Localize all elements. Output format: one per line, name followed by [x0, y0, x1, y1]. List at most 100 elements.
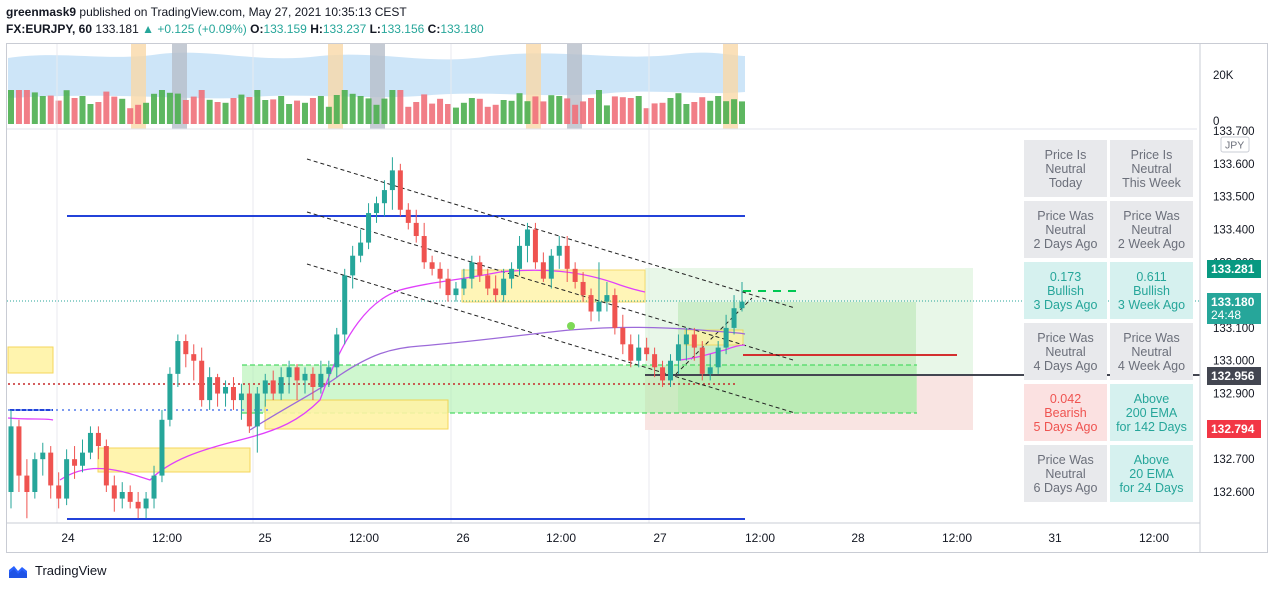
candle-body[interactable]: [215, 377, 221, 394]
candle-body[interactable]: [556, 245, 562, 256]
candle-body[interactable]: [366, 213, 372, 243]
candle-body[interactable]: [350, 255, 356, 276]
candle-body[interactable]: [167, 373, 173, 420]
candle-body[interactable]: [580, 281, 586, 296]
candle-body[interactable]: [40, 452, 46, 460]
candle-body[interactable]: [111, 485, 117, 499]
candle-body[interactable]: [548, 255, 554, 279]
candle-body[interactable]: [262, 380, 268, 394]
candle-body[interactable]: [230, 386, 236, 401]
candle-body[interactable]: [278, 377, 284, 394]
candle-body[interactable]: [48, 452, 54, 486]
candle-body[interactable]: [707, 367, 713, 374]
candle-body[interactable]: [532, 229, 538, 263]
candle-body[interactable]: [358, 242, 364, 256]
candle-body[interactable]: [207, 377, 213, 401]
candle-body[interactable]: [318, 373, 324, 387]
candle-body[interactable]: [636, 347, 642, 361]
candle-body[interactable]: [143, 498, 149, 509]
candle-body[interactable]: [564, 245, 570, 269]
candle-body[interactable]: [540, 262, 546, 279]
candle-body[interactable]: [453, 288, 459, 296]
candle-body[interactable]: [612, 295, 618, 328]
candle-body[interactable]: [699, 347, 705, 374]
candle-body[interactable]: [667, 360, 673, 381]
stats-cell-line: Price Is: [1130, 147, 1173, 162]
candle-body[interactable]: [175, 341, 181, 374]
candle-body[interactable]: [310, 373, 316, 387]
candle-body[interactable]: [397, 170, 403, 210]
candle-body[interactable]: [389, 170, 395, 191]
candle-body[interactable]: [191, 354, 197, 361]
candle-body[interactable]: [421, 236, 427, 263]
candle-body[interactable]: [183, 341, 189, 355]
candle-body[interactable]: [374, 203, 379, 214]
candle-body[interactable]: [199, 360, 205, 401]
candle-body[interactable]: [238, 393, 244, 401]
candle-body[interactable]: [620, 327, 626, 345]
volume-bar: [206, 99, 213, 124]
candle-body[interactable]: [723, 327, 729, 348]
candle-body[interactable]: [342, 275, 348, 335]
candle-body[interactable]: [302, 373, 308, 381]
candle-body[interactable]: [469, 262, 475, 279]
candle-body[interactable]: [64, 459, 70, 499]
candle-body[interactable]: [461, 278, 467, 289]
candle-body[interactable]: [652, 354, 658, 368]
candle-body[interactable]: [381, 190, 387, 204]
candle-body[interactable]: [286, 367, 292, 378]
candle-body[interactable]: [485, 275, 491, 289]
candle-body[interactable]: [493, 288, 499, 296]
descending-channel[interactable]: [306, 158, 796, 414]
candle-body[interactable]: [127, 492, 133, 502]
candle-body[interactable]: [437, 268, 443, 279]
candle-body[interactable]: [588, 295, 594, 312]
candle-body[interactable]: [294, 367, 300, 381]
candle-body[interactable]: [326, 367, 332, 374]
candle-body[interactable]: [16, 426, 22, 476]
candle-body[interactable]: [334, 334, 340, 368]
candle-body[interactable]: [405, 209, 411, 223]
candle-body[interactable]: [691, 334, 697, 348]
author-name[interactable]: greenmask9: [6, 5, 77, 19]
candle-body[interactable]: [80, 452, 86, 466]
candle-body[interactable]: [572, 268, 578, 282]
candle-body[interactable]: [103, 446, 109, 486]
candle-body[interactable]: [87, 432, 93, 453]
candle-body[interactable]: [246, 393, 252, 427]
candle-body[interactable]: [95, 432, 101, 447]
candle-body[interactable]: [675, 344, 681, 361]
symbol-name[interactable]: FX:EURJPY, 60: [6, 22, 93, 36]
candle-body[interactable]: [119, 492, 125, 499]
candle-body[interactable]: [56, 485, 62, 499]
candle-body[interactable]: [660, 367, 666, 381]
candle-body[interactable]: [501, 278, 507, 296]
candle-body[interactable]: [739, 301, 745, 309]
candle-body[interactable]: [270, 380, 276, 394]
candle-body[interactable]: [644, 347, 650, 355]
candle-body[interactable]: [604, 295, 610, 302]
candle-body[interactable]: [8, 426, 14, 492]
candle-body[interactable]: [715, 347, 721, 368]
candle-body[interactable]: [24, 475, 30, 492]
candle-body[interactable]: [628, 344, 634, 361]
candle-body[interactable]: [151, 475, 157, 499]
candle-body[interactable]: [413, 222, 419, 237]
candle-body[interactable]: [517, 245, 523, 269]
candle-body[interactable]: [477, 262, 483, 276]
candle-body[interactable]: [159, 419, 165, 476]
currency-badge[interactable]: [1220, 136, 1250, 153]
candle-body[interactable]: [445, 278, 451, 296]
candle-body[interactable]: [32, 459, 38, 492]
candle-body[interactable]: [524, 229, 530, 246]
candle-body[interactable]: [596, 301, 602, 312]
candle-body[interactable]: [72, 459, 78, 466]
candle-body[interactable]: [254, 393, 260, 427]
candle-body[interactable]: [731, 308, 737, 328]
candle-body[interactable]: [223, 386, 229, 394]
candle-body[interactable]: [135, 501, 141, 509]
candle-body[interactable]: [683, 334, 689, 345]
candle-body[interactable]: [509, 268, 515, 279]
candle-body[interactable]: [429, 262, 435, 269]
footer-brand[interactable]: TradingView: [6, 563, 107, 578]
